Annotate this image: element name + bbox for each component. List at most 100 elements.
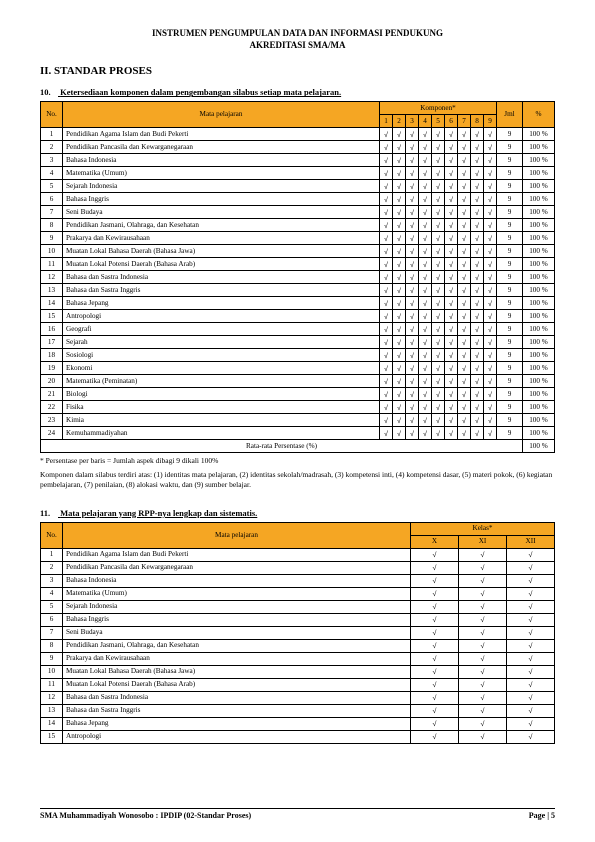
cell-no: 14 xyxy=(41,717,63,730)
cell-no: 24 xyxy=(41,427,63,440)
cell-check: √ xyxy=(380,128,393,141)
cell-mp: Seni Budaya xyxy=(63,626,411,639)
cell-no: 4 xyxy=(41,167,63,180)
cell-check: √ xyxy=(445,167,458,180)
cell-check: √ xyxy=(458,193,471,206)
cell-check: √ xyxy=(406,414,419,427)
cell-check: √ xyxy=(484,427,497,440)
cell-check: √ xyxy=(484,219,497,232)
cell-check: √ xyxy=(411,626,459,639)
cell-mp: Biologi xyxy=(63,388,380,401)
cell-check: √ xyxy=(471,128,484,141)
cell-check: √ xyxy=(411,730,459,743)
cell-check: √ xyxy=(445,258,458,271)
cell-check: √ xyxy=(406,258,419,271)
cell-mp: Bahasa dan Sastra Indonesia xyxy=(63,271,380,284)
cell-check: √ xyxy=(507,691,555,704)
cell-check: √ xyxy=(432,362,445,375)
cell-mp: Pendidikan Pancasila dan Kewarganegaraan xyxy=(63,561,411,574)
cell-mp: Ekonomi xyxy=(63,362,380,375)
cell-jml: 9 xyxy=(497,414,523,427)
cell-jml: 9 xyxy=(497,362,523,375)
table-row: 3Bahasa Indonesia√√√√√√√√√9100 % xyxy=(41,154,555,167)
cell-check: √ xyxy=(459,600,507,613)
cell-no: 4 xyxy=(41,587,63,600)
cell-check: √ xyxy=(484,271,497,284)
cell-check: √ xyxy=(458,310,471,323)
table-row: 9Prakarya dan Kewirausahaan√√√ xyxy=(41,652,555,665)
table-row: 21Biologi√√√√√√√√√9100 % xyxy=(41,388,555,401)
cell-pct: 100 % xyxy=(523,362,555,375)
th-komp-col: 6 xyxy=(445,115,458,128)
cell-check: √ xyxy=(445,401,458,414)
cell-check: √ xyxy=(458,336,471,349)
cell-mp: Muatan Lokal Bahasa Daerah (Bahasa Jawa) xyxy=(63,665,411,678)
cell-check: √ xyxy=(419,414,432,427)
cell-check: √ xyxy=(484,141,497,154)
cell-check: √ xyxy=(484,258,497,271)
cell-check: √ xyxy=(406,310,419,323)
cell-jml: 9 xyxy=(497,349,523,362)
cell-check: √ xyxy=(458,180,471,193)
cell-check: √ xyxy=(406,232,419,245)
cell-mp: Seni Budaya xyxy=(63,206,380,219)
cell-check: √ xyxy=(406,323,419,336)
cell-mp: Muatan Lokal Potensi Daerah (Bahasa Arab… xyxy=(63,258,380,271)
cell-no: 1 xyxy=(41,548,63,561)
cell-check: √ xyxy=(406,245,419,258)
cell-check: √ xyxy=(411,613,459,626)
cell-check: √ xyxy=(411,561,459,574)
cell-check: √ xyxy=(507,561,555,574)
cell-check: √ xyxy=(471,180,484,193)
cell-check: √ xyxy=(432,245,445,258)
cell-check: √ xyxy=(458,206,471,219)
cell-check: √ xyxy=(419,154,432,167)
cell-no: 10 xyxy=(41,665,63,678)
th-komp-col: 2 xyxy=(393,115,406,128)
cell-check: √ xyxy=(419,232,432,245)
cell-jml: 9 xyxy=(497,193,523,206)
cell-no: 3 xyxy=(41,154,63,167)
table-row: 10Muatan Lokal Bahasa Daerah (Bahasa Jaw… xyxy=(41,665,555,678)
cell-jml: 9 xyxy=(497,284,523,297)
cell-no: 1 xyxy=(41,128,63,141)
footer-left: SMA Muhammadiyah Wonosobo : IPDIP (02-St… xyxy=(40,811,251,820)
cell-check: √ xyxy=(419,362,432,375)
cell-check: √ xyxy=(471,284,484,297)
cell-check: √ xyxy=(380,427,393,440)
cell-check: √ xyxy=(406,427,419,440)
cell-check: √ xyxy=(445,245,458,258)
table-row: 10Muatan Lokal Bahasa Daerah (Bahasa Jaw… xyxy=(41,245,555,258)
th-no: No. xyxy=(41,102,63,128)
table-row: 24Kemuhammadiyahan√√√√√√√√√9100 % xyxy=(41,427,555,440)
cell-check: √ xyxy=(445,219,458,232)
cell-check: √ xyxy=(393,375,406,388)
cell-check: √ xyxy=(484,414,497,427)
cell-pct: 100 % xyxy=(523,310,555,323)
cell-mp: Pendidikan Pancasila dan Kewarganegaraan xyxy=(63,141,380,154)
cell-no: 3 xyxy=(41,574,63,587)
cell-check: √ xyxy=(458,401,471,414)
cell-pct: 100 % xyxy=(523,375,555,388)
cell-check: √ xyxy=(380,271,393,284)
cell-check: √ xyxy=(432,414,445,427)
cell-check: √ xyxy=(393,362,406,375)
cell-check: √ xyxy=(411,704,459,717)
cell-check: √ xyxy=(393,206,406,219)
cell-mp: Bahasa Jepang xyxy=(63,297,380,310)
cell-check: √ xyxy=(432,167,445,180)
cell-no: 6 xyxy=(41,193,63,206)
cell-check: √ xyxy=(406,154,419,167)
cell-check: √ xyxy=(380,219,393,232)
cell-check: √ xyxy=(411,600,459,613)
cell-mp: Prakarya dan Kewirausahaan xyxy=(63,652,411,665)
cell-check: √ xyxy=(445,180,458,193)
cell-check: √ xyxy=(393,336,406,349)
cell-check: √ xyxy=(484,362,497,375)
cell-check: √ xyxy=(393,258,406,271)
cell-check: √ xyxy=(411,678,459,691)
cell-no: 15 xyxy=(41,730,63,743)
cell-check: √ xyxy=(419,297,432,310)
table-row: 11Muatan Lokal Potensi Daerah (Bahasa Ar… xyxy=(41,258,555,271)
cell-jml: 9 xyxy=(497,258,523,271)
